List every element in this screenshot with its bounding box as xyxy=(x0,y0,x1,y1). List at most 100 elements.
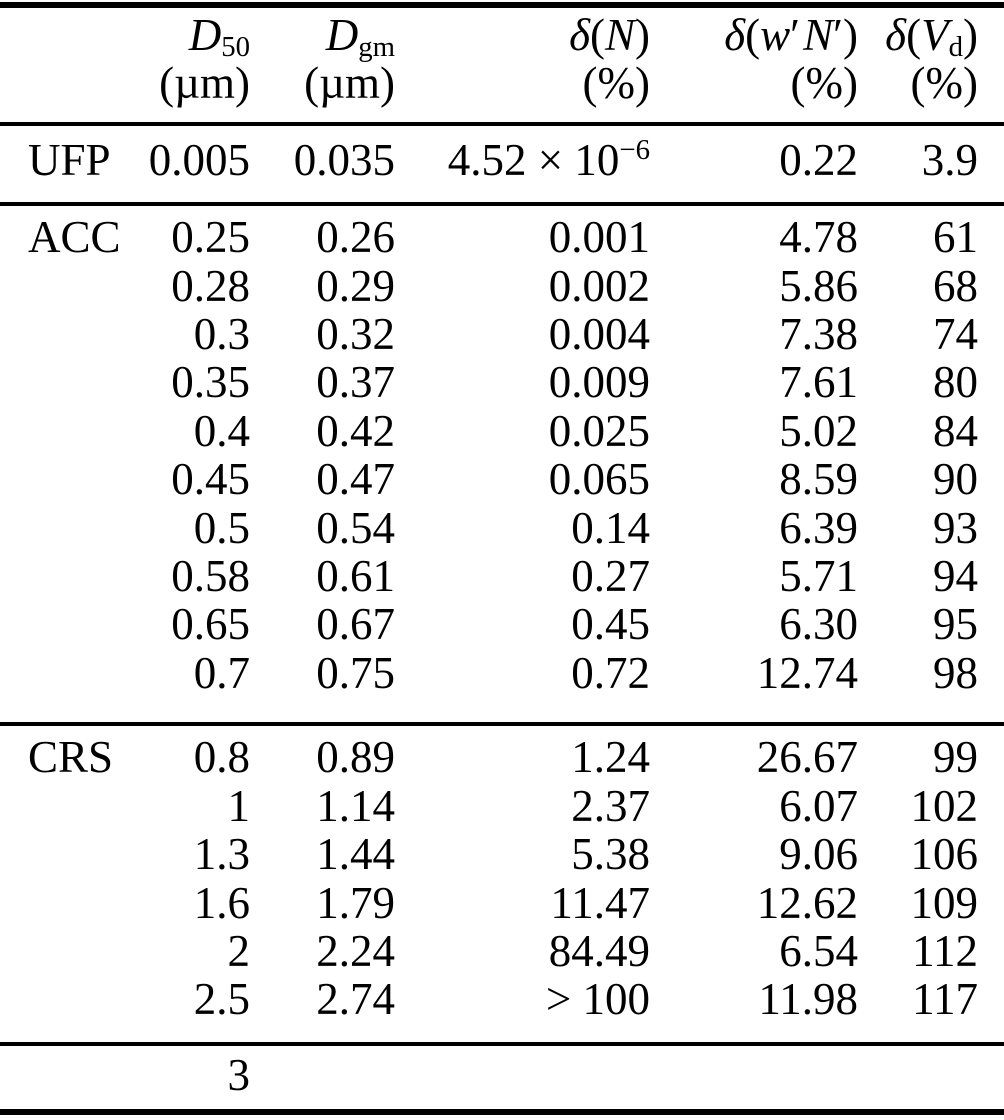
paren: ( xyxy=(906,10,922,60)
cell-delta-vd: 84 xyxy=(933,405,978,456)
header-unit-line: (µm) xyxy=(304,58,395,109)
cell-delta-n: 0.27 xyxy=(571,551,650,602)
header-symbol-line: δ(N) xyxy=(395,11,650,59)
cell-dgm: 0.26 xyxy=(316,212,395,263)
cell-delta-wn: 6.54 xyxy=(779,925,858,976)
cell-delta-n xyxy=(395,1044,650,1112)
cell-delta-wn: 12.74 xyxy=(756,647,858,698)
prime-mark: ′ xyxy=(790,10,800,60)
cell-d50: 2.5 xyxy=(193,974,250,1025)
table-row: 0.7 0.75 0.72 12.74 98 xyxy=(0,649,1004,724)
table-row: 0.45 0.47 0.065 8.59 90 xyxy=(0,454,1004,505)
cell-delta-wn: 5.71 xyxy=(779,551,858,602)
math-symbol: w xyxy=(760,10,791,60)
paren: ( xyxy=(745,10,761,60)
header-symbol-line: Dgm xyxy=(250,10,395,61)
table-row: 1.6 1.79 11.47 12.62 109 xyxy=(0,877,1004,928)
header-unit-line: (%) xyxy=(790,58,858,109)
math-symbol: D xyxy=(188,10,222,60)
cell-dgm: 1.79 xyxy=(316,877,395,928)
math-symbol: N xyxy=(604,10,635,60)
table-row: 0.65 0.67 0.45 6.30 95 xyxy=(0,599,1004,650)
cell-dgm: 0.37 xyxy=(316,357,395,408)
cell-dgm: 2.74 xyxy=(316,974,395,1025)
math-symbol: δ xyxy=(569,10,590,60)
col-header-delta-wn: δ(w′N′) (%) xyxy=(650,5,858,124)
cell-delta-n: 4.52 × 10−6 xyxy=(395,124,650,204)
table-header: D50 (µm) Dgm (µm) δ(N) (%) δ(w′N′) (%) δ… xyxy=(0,5,1004,124)
cell-d50: 0.5 xyxy=(193,502,250,553)
cell-delta-wn: 5.86 xyxy=(779,260,858,311)
section-acc: ACC 0.25 0.26 0.001 4.78 61 0.28 0.29 0.002 5.86 6… xyxy=(0,204,1004,724)
math-subscript: 50 xyxy=(221,30,250,63)
cell-mode-label xyxy=(0,552,130,600)
cell-delta-vd: 117 xyxy=(912,974,978,1025)
table-row: 3 xyxy=(0,1044,1004,1112)
cell-d50: 3 xyxy=(227,1049,251,1100)
cell-mode-label xyxy=(0,830,130,878)
table-row: 1.3 1.44 5.38 9.06 106 xyxy=(0,829,1004,880)
col-header-dgm: Dgm (µm) xyxy=(250,5,395,124)
header-symbol-line: δ(w′N′) xyxy=(650,11,858,59)
cell-delta-vd: 68 xyxy=(933,260,978,311)
cell-mode-label xyxy=(0,455,130,503)
col-header-delta-n: δ(N) (%) xyxy=(395,5,650,124)
cell-delta-n: 0.14 xyxy=(571,502,650,553)
cell-d50: 1.6 xyxy=(193,877,250,928)
cell-delta-vd: 61 xyxy=(933,212,978,263)
cell-dgm: 0.32 xyxy=(316,309,395,360)
cell-delta-vd xyxy=(858,1044,1004,1112)
cell-delta-vd: 112 xyxy=(912,925,978,976)
table-row: 0.35 0.37 0.009 7.61 80 xyxy=(0,357,1004,408)
cell-delta-wn: 6.30 xyxy=(779,599,858,650)
cell-d50: 2 xyxy=(227,925,251,976)
cell-delta-vd: 94 xyxy=(933,551,978,602)
cell-delta-n: 0.065 xyxy=(548,454,650,505)
header-unit-line: (%) xyxy=(910,58,978,109)
cell-delta-vd: 90 xyxy=(933,454,978,505)
table-row: 2 2.24 84.49 6.54 112 xyxy=(0,925,1004,976)
cell-delta-wn: 0.22 xyxy=(779,134,858,185)
cell-mode-label xyxy=(0,600,130,648)
table-row: UFP 0.005 0.035 4.52 × 10−6 0.22 3.9 xyxy=(0,124,1004,204)
header-empty-cell xyxy=(0,5,130,124)
cell-delta-vd: 99 xyxy=(933,732,978,783)
paren: ( xyxy=(589,10,605,60)
table-row: 2.5 2.74 > 100 11.98 117 xyxy=(0,975,1004,1043)
col-header-delta-vd: δ(Vd) (%) xyxy=(858,5,1004,124)
cell-mode-label xyxy=(0,1044,130,1112)
scientific-exponent: −6 xyxy=(619,133,650,166)
cell-mode-label xyxy=(0,879,130,927)
cell-mode-label: UFP xyxy=(28,134,111,185)
cell-d50: 0.58 xyxy=(171,551,250,602)
section-extra: 3 xyxy=(0,1043,1004,1112)
cell-delta-n: 0.025 xyxy=(548,405,650,456)
table-row: 0.3 0.32 0.004 7.38 74 xyxy=(0,309,1004,360)
cell-delta-n: 84.49 xyxy=(548,925,650,976)
math-symbol: V xyxy=(921,10,949,60)
math-symbol: D xyxy=(325,10,359,60)
cell-mode-label xyxy=(0,504,130,552)
cell-delta-wn: 6.39 xyxy=(779,502,858,553)
cell-dgm: 0.47 xyxy=(316,454,395,505)
cell-delta-n: 0.001 xyxy=(548,212,650,263)
cell-dgm: 0.89 xyxy=(316,732,395,783)
cell-mode-label xyxy=(0,782,130,830)
math-subscript: d xyxy=(948,30,963,63)
cell-delta-n: > 100 xyxy=(545,974,650,1025)
cell-delta-vd: 102 xyxy=(910,780,979,831)
math-symbol: δ xyxy=(724,10,746,60)
header-unit-line: (%) xyxy=(582,58,650,109)
cell-delta-n: 5.38 xyxy=(571,829,650,880)
cell-delta-n: 0.009 xyxy=(548,357,650,408)
cell-delta-n: 1.24 xyxy=(571,732,650,783)
cell-delta-vd: 98 xyxy=(933,647,978,698)
cell-delta-wn: 26.67 xyxy=(756,732,858,783)
cell-mode-label xyxy=(0,407,130,455)
cell-mode-label xyxy=(0,649,130,724)
cell-delta-wn: 6.07 xyxy=(779,780,858,831)
cell-d50: 0.28 xyxy=(171,260,250,311)
cell-d50: 0.8 xyxy=(193,732,250,783)
cell-dgm: 1.44 xyxy=(316,829,395,880)
